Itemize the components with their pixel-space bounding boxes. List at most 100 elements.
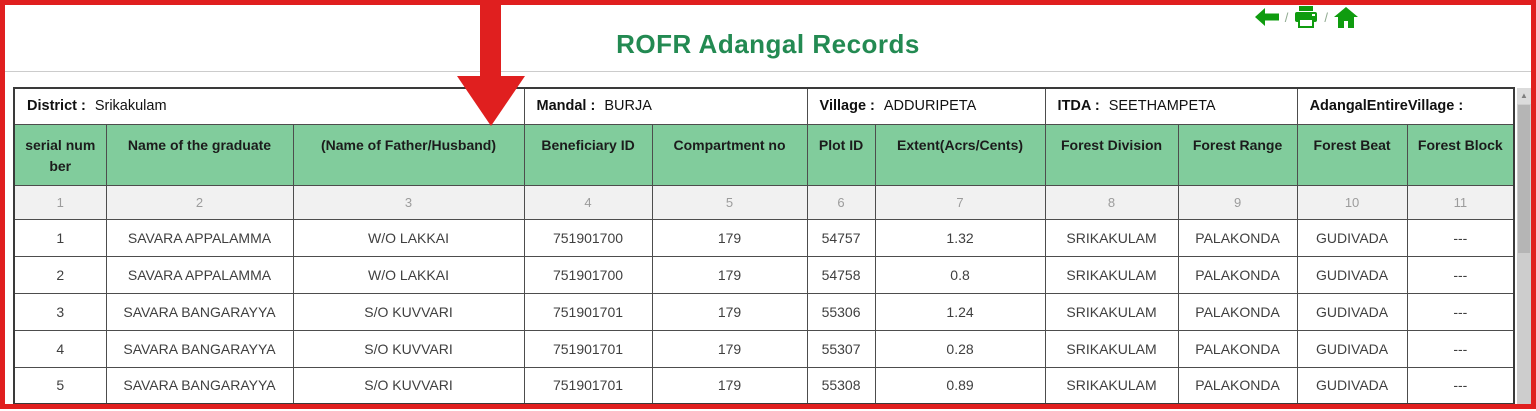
mandal-label: Mandal : <box>536 98 596 115</box>
scrollbar-thumb[interactable] <box>1518 105 1530 253</box>
table-cell: 751901701 <box>523 329 653 368</box>
itda-label: ITDA : <box>1057 98 1100 115</box>
itda-value: SEETHAMPETA <box>1108 98 1216 115</box>
table-cell: PALAKONDA <box>1177 366 1298 405</box>
table-cell: 1 <box>13 218 107 257</box>
header-cell: Forest Division <box>1044 123 1179 186</box>
table-row: 4 SAVARA BANGARAYYA S/O KUVVARI 751901701 17… <box>13 329 1515 368</box>
table-cell: GUDIVADA <box>1296 255 1408 294</box>
adangal-entire-village-cell: AdangalEntireVillage : <box>1296 87 1515 125</box>
column-number-cell: 5 <box>651 184 808 220</box>
column-number-cell: 7 <box>874 184 1046 220</box>
table-cell: 179 <box>651 292 808 331</box>
table-cell: PALAKONDA <box>1177 292 1298 331</box>
table-cell: 55306 <box>806 292 876 331</box>
table-cell: PALAKONDA <box>1177 218 1298 257</box>
table-row: 2 SAVARA APPALAMMA W/O LAKKAI 751901700 179 5… <box>13 255 1515 294</box>
print-icon[interactable] <box>1294 6 1318 28</box>
table-cell: 1.24 <box>874 292 1046 331</box>
header-cell: Forest Range <box>1177 123 1298 186</box>
back-arrow-icon[interactable] <box>1254 7 1279 27</box>
table-cell: 4 <box>13 329 107 368</box>
table-cell: GUDIVADA <box>1296 292 1408 331</box>
table-cell: S/O KUVVARI <box>292 292 525 331</box>
home-icon[interactable] <box>1334 6 1358 28</box>
column-number-cell: 2 <box>105 184 294 220</box>
village-label: Village : <box>819 98 875 115</box>
table-cell: S/O KUVVARI <box>292 366 525 405</box>
table-cell: 54758 <box>806 255 876 294</box>
table-cell: --- <box>1406 218 1515 257</box>
table-cell: 179 <box>651 329 808 368</box>
red-arrow-head <box>457 76 525 126</box>
table-cell: W/O LAKKAI <box>292 218 525 257</box>
location-info-row: District : Srikakulam Mandal : BURJA Villa… <box>13 87 1515 125</box>
table-cell: 3 <box>13 292 107 331</box>
table-cell: 179 <box>651 366 808 405</box>
table-cell: PALAKONDA <box>1177 329 1298 368</box>
header-cell: Beneficiary ID <box>523 123 653 186</box>
header-cell: Forest Beat <box>1296 123 1408 186</box>
table-cell: GUDIVADA <box>1296 329 1408 368</box>
district-cell: District : Srikakulam <box>13 87 525 125</box>
table-cell: SRIKAKULAM <box>1044 255 1179 294</box>
table-row: 1 SAVARA APPALAMMA W/O LAKKAI 751901700 179 5… <box>13 218 1515 257</box>
table-cell: SRIKAKULAM <box>1044 329 1179 368</box>
header-cell: (Name of Father/Husband) <box>292 123 525 186</box>
header-divider <box>5 71 1531 72</box>
header-cell: Extent(Acrs/Cents) <box>874 123 1046 186</box>
table-cell: SAVARA BANGARAYYA <box>105 292 294 331</box>
table-cell: 54757 <box>806 218 876 257</box>
village-value: ADDURIPETA <box>883 98 977 115</box>
table-cell: W/O LAKKAI <box>292 255 525 294</box>
table-cell: SAVARA APPALAMMA <box>105 255 294 294</box>
table-cell: 55307 <box>806 329 876 368</box>
header-cell: Plot ID <box>806 123 876 186</box>
table-cell: SRIKAKULAM <box>1044 218 1179 257</box>
village-cell: Village : ADDURIPETA <box>806 87 1046 125</box>
table-cell: 751901700 <box>523 255 653 294</box>
table-cell: SAVARA APPALAMMA <box>105 218 294 257</box>
district-label: District : <box>27 98 86 115</box>
table-row: 5 SAVARA BANGARAYYA S/O KUVVARI 751901701 17… <box>13 366 1515 405</box>
table-cell: 0.89 <box>874 366 1046 405</box>
table-row: 3 SAVARA BANGARAYYA S/O KUVVARI 751901701 17… <box>13 292 1515 331</box>
itda-cell: ITDA : SEETHAMPETA <box>1044 87 1298 125</box>
vertical-scrollbar[interactable]: ▲ <box>1517 88 1531 405</box>
column-number-cell: 4 <box>523 184 653 220</box>
table-cell: --- <box>1406 292 1515 331</box>
table-cell: PALAKONDA <box>1177 255 1298 294</box>
header-cell: serial number <box>13 123 107 186</box>
nav-separator: / <box>1324 9 1328 25</box>
top-nav-icons: / / <box>1254 6 1358 28</box>
table-cell: 5 <box>13 366 107 405</box>
table-cell: S/O KUVVARI <box>292 329 525 368</box>
table-cell: --- <box>1406 366 1515 405</box>
table-cell: SAVARA BANGARAYYA <box>105 366 294 405</box>
table-cell: 2 <box>13 255 107 294</box>
district-value: Srikakulam <box>94 98 167 115</box>
column-number-cell: 10 <box>1296 184 1408 220</box>
column-header-row: serial number Name of the graduate (Name o… <box>13 123 1515 186</box>
header-cell: Compartment no <box>651 123 808 186</box>
scrollbar-up-button[interactable]: ▲ <box>1517 88 1531 104</box>
table-cell: 0.28 <box>874 329 1046 368</box>
table-cell: SRIKAKULAM <box>1044 366 1179 405</box>
column-number-cell: 8 <box>1044 184 1179 220</box>
table-cell: 751901700 <box>523 218 653 257</box>
column-number-cell: 11 <box>1406 184 1515 220</box>
column-number-cell: 3 <box>292 184 525 220</box>
red-arrow-annotation <box>480 5 501 77</box>
records-table-container: District : Srikakulam Mandal : BURJA Villa… <box>13 87 1516 405</box>
header-cell: Name of the graduate <box>105 123 294 186</box>
table-cell: 179 <box>651 218 808 257</box>
table-cell: SRIKAKULAM <box>1044 292 1179 331</box>
mandal-cell: Mandal : BURJA <box>523 87 808 125</box>
column-number-row: 1 2 3 4 5 6 7 8 9 10 11 <box>13 184 1515 220</box>
mandal-value: BURJA <box>604 98 652 115</box>
column-number-cell: 6 <box>806 184 876 220</box>
table-cell: GUDIVADA <box>1296 366 1408 405</box>
adangal-entire-village-label: AdangalEntireVillage : <box>1309 98 1464 115</box>
table-cell: 55308 <box>806 366 876 405</box>
nav-separator: / <box>1284 9 1289 25</box>
